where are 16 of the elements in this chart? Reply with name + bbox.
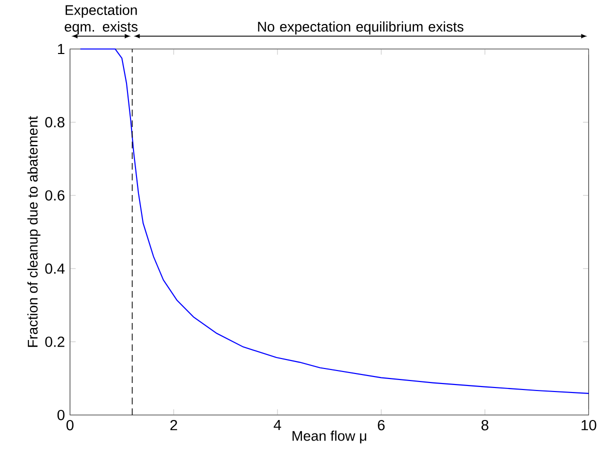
text: Expectation eqm. exists (64, 4, 138, 34)
y-tick-label: 1 (58, 44, 64, 54)
x-tick-label: 8 (481, 420, 488, 430)
y-axis-title: Fraction of cleanup due to abatement (27, 116, 40, 347)
y-tick-label: 0.8 (45, 117, 64, 128)
y-tick-label: 0.6 (45, 190, 64, 201)
x-tick-label: 6 (378, 420, 385, 430)
y-tick-label: 0 (57, 410, 64, 420)
x-tick-label: 10 (582, 420, 596, 430)
x-tick-label: 2 (170, 420, 178, 430)
text: No expectation equilibrium exists (258, 21, 464, 34)
x-axis-title: Mean flow μ (292, 430, 366, 444)
x-tick-label: 4 (274, 420, 282, 430)
x-tick-label: 0 (66, 420, 74, 430)
y-tick-label: 0.4 (45, 263, 65, 274)
y-tick-label: 0.2 (45, 336, 64, 347)
